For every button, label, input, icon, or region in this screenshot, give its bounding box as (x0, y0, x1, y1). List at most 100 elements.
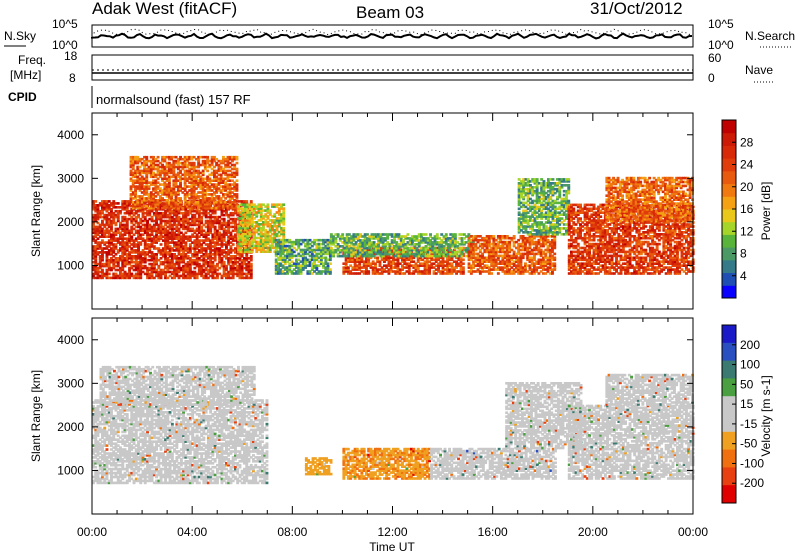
noise-right-label: N.Search (745, 29, 795, 43)
freq-label-1: Freq. (18, 53, 46, 67)
power-region (274, 238, 332, 275)
power-colorbar-tick: 4 (740, 269, 747, 283)
velocity-colorbar-cell (722, 325, 736, 344)
velocity-colorbar-label: Velocity [m s-1] (759, 375, 773, 456)
power-colorbar-cell (722, 272, 736, 286)
velocity-colorbar: 200 100 50 15 -15 -50 -100 -200 (721, 324, 764, 504)
velocity-region (567, 404, 695, 480)
station-title: Adak West (fitACF) (92, 0, 237, 18)
time-tick-label: 00:00 (77, 525, 107, 539)
beam-title: Beam 03 (356, 3, 424, 22)
velocity-colorbar-cell (722, 449, 736, 468)
freq-label-2: [MHz] (10, 68, 41, 82)
nave-tick-bottom: 0 (708, 71, 715, 85)
noise-right-tick-top: 10^5 (708, 17, 734, 31)
freq-tick-bottom: 8 (69, 71, 76, 85)
velocity-colorbar-cell (722, 431, 736, 451)
power-region (329, 233, 475, 258)
velocity-colorbar-cell (722, 467, 736, 486)
power-ytick-label: 1000 (57, 258, 84, 272)
freq-tick-top: 18 (64, 49, 78, 63)
power-region (517, 178, 571, 236)
time-axis-label: Time UT (369, 540, 415, 554)
time-tick-label: 08:00 (277, 525, 307, 539)
power-colorbar-cell (722, 120, 736, 134)
power-region (92, 200, 253, 280)
power-colorbar-tick: 20 (740, 180, 754, 194)
power-region (605, 176, 694, 223)
time-tick-label: 00:00 (678, 525, 708, 539)
velocity-region (304, 457, 333, 476)
noise-panel: N.Sky 10^5 10^0 10^5 10^0 N.Search (4, 17, 795, 52)
velocity-colorbar-tick: -50 (740, 437, 758, 451)
cpid-panel: CPID normalsound (fast) 157 RF (8, 86, 251, 108)
power-ylabel: Slant Range [km] (29, 165, 43, 257)
power-colorbar-cell (722, 209, 736, 223)
power-colorbar-tick: 28 (740, 135, 754, 149)
velocity-colorbar-cell (722, 414, 736, 433)
power-colorbar-tick: 8 (740, 247, 747, 261)
noise-right-tick-bottom: 10^0 (708, 38, 734, 52)
power-colorbar-cell (722, 158, 736, 172)
noise-left-tick-bottom: 10^0 (52, 38, 78, 52)
velocity-ytick-label: 1000 (57, 463, 84, 477)
velocity-ylabel: Slant Range [km] (29, 370, 43, 462)
noise-left-tick-top: 10^5 (52, 17, 78, 31)
velocity-colorbar-tick: 200 (740, 338, 760, 352)
velocity-colorbar-cell (722, 342, 736, 362)
velocity-colorbar-cell (722, 378, 736, 397)
power-colorbar-cell (722, 196, 736, 210)
velocity-colorbar-tick: -100 (740, 456, 764, 470)
time-tick-label: 12:00 (377, 525, 407, 539)
velocity-colorbar-tick: 15 (740, 397, 754, 411)
power-colorbar-cell (722, 247, 736, 261)
power-colorbar-cell (722, 132, 736, 146)
power-colorbar-cell (722, 259, 736, 274)
velocity-region (605, 373, 694, 406)
time-tick-label: 20:00 (578, 525, 608, 539)
freq-panel: Freq. [MHz] 18 8 60 0 Nave (10, 49, 775, 85)
velocity-ytick-label: 4000 (57, 333, 84, 347)
cpid-text: normalsound (fast) 157 RF (96, 92, 251, 107)
velocity-colorbar-tick: -200 (740, 476, 764, 490)
noise-left-label: N.Sky (4, 29, 36, 43)
power-colorbar-cell (722, 145, 736, 159)
nave-label: Nave (745, 63, 773, 77)
power-ytick-label: 2000 (57, 215, 84, 229)
power-colorbar-tick: 16 (740, 202, 754, 216)
velocity-colorbar-cell (722, 360, 736, 379)
power-colorbar-tick: 24 (740, 158, 754, 172)
power-colorbar-label: Power [dB] (759, 182, 773, 241)
velocity-region (342, 447, 431, 480)
nave-tick-top: 60 (708, 51, 722, 65)
velocity-colorbar-tick: 100 (740, 358, 760, 372)
power-colorbar-cell (722, 285, 736, 299)
power-ytick-label: 4000 (57, 128, 84, 142)
velocity-colorbar-cell (722, 396, 736, 415)
velocity-ytick-label: 2000 (57, 420, 84, 434)
power-colorbar-cell (722, 183, 736, 197)
time-axis: 00:00 04:00 08:00 12:00 16:00 20:00 00:00 (77, 525, 708, 539)
power-colorbar-tick: 12 (740, 224, 754, 238)
velocity-ytick-label: 3000 (57, 376, 84, 390)
power-ytick-label: 3000 (57, 171, 84, 185)
power-colorbar: 4 8 12 16 20 24 28 (721, 119, 754, 299)
velocity-colorbar-cell (722, 485, 736, 504)
power-region (129, 155, 239, 210)
power-colorbar-cell (722, 170, 736, 185)
power-colorbar-cell (722, 234, 736, 248)
time-tick-label: 16:00 (478, 525, 508, 539)
power-panel: 1000 2000 3000 4000 Slant Range [km] (29, 112, 695, 310)
power-colorbar-cell (722, 221, 736, 235)
velocity-colorbar-tick: 50 (740, 377, 754, 391)
velocity-region (99, 365, 256, 406)
time-tick-label: 04:00 (177, 525, 207, 539)
velocity-panel: 1000 2000 3000 4000 Slant Range [km] (29, 317, 695, 515)
velocity-region (430, 447, 557, 480)
date-title: 31/Oct/2012 (590, 0, 683, 18)
power-region (467, 235, 557, 275)
velocity-region (92, 399, 269, 485)
velocity-colorbar-tick: -15 (740, 417, 758, 431)
cpid-label: CPID (8, 90, 37, 104)
